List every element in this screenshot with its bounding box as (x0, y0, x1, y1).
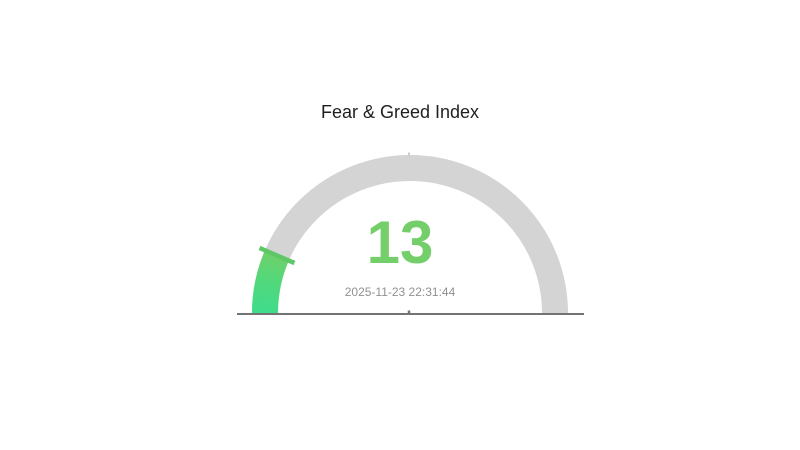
gauge-track-arc (252, 155, 568, 314)
gauge-value-arc (251, 250, 289, 314)
gauge-value-number: 13 (366, 209, 434, 276)
gauge-timestamp: 2025-11-23 22:31:44 (344, 285, 456, 299)
chart-title: Fear & Greed Index (320, 102, 480, 122)
gauge-threshold-tick-icon (258, 245, 296, 266)
